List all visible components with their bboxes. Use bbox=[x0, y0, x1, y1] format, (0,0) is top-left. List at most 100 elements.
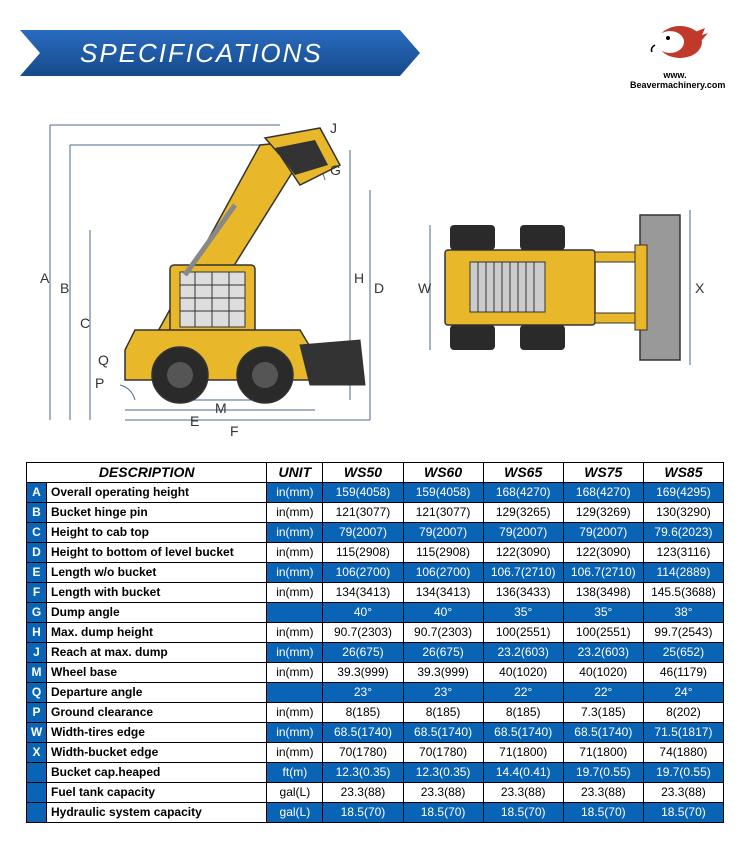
dim-label-p: P bbox=[95, 375, 104, 391]
row-value: 39.3(999) bbox=[403, 663, 483, 683]
row-value: 8(185) bbox=[403, 703, 483, 723]
row-value: 134(3413) bbox=[323, 583, 403, 603]
row-value: 23.3(88) bbox=[323, 783, 403, 803]
row-value: 35° bbox=[483, 603, 563, 623]
row-value: 100(2551) bbox=[563, 623, 643, 643]
logo-url-text: www.Beavermachinery.com bbox=[630, 70, 720, 90]
row-letter: C bbox=[27, 523, 47, 543]
row-value: 123(3116) bbox=[643, 543, 723, 563]
row-description: Ground clearance bbox=[47, 703, 267, 723]
row-description: Length w/o bucket bbox=[47, 563, 267, 583]
table-row: Fuel tank capacitygal(L)23.3(88)23.3(88)… bbox=[27, 783, 724, 803]
row-value: 169(4295) bbox=[643, 483, 723, 503]
table-row: CHeight to cab topin(mm)79(2007)79(2007)… bbox=[27, 523, 724, 543]
header-ws60: WS60 bbox=[403, 463, 483, 483]
dim-label-d: D bbox=[374, 280, 384, 296]
row-letter: B bbox=[27, 503, 47, 523]
dim-label-c: C bbox=[80, 315, 90, 331]
row-value: 106(2700) bbox=[403, 563, 483, 583]
row-letter: D bbox=[27, 543, 47, 563]
row-letter: G bbox=[27, 603, 47, 623]
row-value: 40° bbox=[323, 603, 403, 623]
header-banner: SPECIFICATIONS bbox=[20, 30, 420, 76]
header-ws50: WS50 bbox=[323, 463, 403, 483]
row-value: 121(3077) bbox=[403, 503, 483, 523]
header-description: DESCRIPTION bbox=[27, 463, 267, 483]
row-value: 106.7(2710) bbox=[563, 563, 643, 583]
row-letter: A bbox=[27, 483, 47, 503]
row-value: 79.6(2023) bbox=[643, 523, 723, 543]
row-unit: gal(L) bbox=[267, 783, 323, 803]
row-value: 70(1780) bbox=[323, 743, 403, 763]
row-letter bbox=[27, 803, 47, 823]
row-letter: X bbox=[27, 743, 47, 763]
row-value: 130(3290) bbox=[643, 503, 723, 523]
row-value: 14.4(0.41) bbox=[483, 763, 563, 783]
row-unit: in(mm) bbox=[267, 723, 323, 743]
row-value: 23.3(88) bbox=[483, 783, 563, 803]
table-row: XWidth-bucket edgein(mm)70(1780)70(1780)… bbox=[27, 743, 724, 763]
dim-label-h: H bbox=[354, 270, 364, 286]
row-value: 23° bbox=[403, 683, 483, 703]
row-description: Width-tires edge bbox=[47, 723, 267, 743]
row-value: 136(3433) bbox=[483, 583, 563, 603]
row-value: 122(3090) bbox=[483, 543, 563, 563]
row-value: 26(675) bbox=[323, 643, 403, 663]
row-value: 68.5(1740) bbox=[563, 723, 643, 743]
row-description: Reach at max. dump bbox=[47, 643, 267, 663]
row-value: 79(2007) bbox=[483, 523, 563, 543]
row-value: 46(1179) bbox=[643, 663, 723, 683]
row-value: 121(3077) bbox=[323, 503, 403, 523]
table-row: AOverall operating heightin(mm)159(4058)… bbox=[27, 483, 724, 503]
row-unit: in(mm) bbox=[267, 583, 323, 603]
row-unit: ft(m) bbox=[267, 763, 323, 783]
row-letter: H bbox=[27, 623, 47, 643]
row-value: 134(3413) bbox=[403, 583, 483, 603]
row-value: 159(4058) bbox=[323, 483, 403, 503]
row-unit bbox=[267, 603, 323, 623]
row-value: 79(2007) bbox=[403, 523, 483, 543]
row-description: Length with bucket bbox=[47, 583, 267, 603]
row-value: 159(4058) bbox=[403, 483, 483, 503]
table-row: Bucket cap.heapedft(m)12.3(0.35)12.3(0.3… bbox=[27, 763, 724, 783]
row-description: Height to bottom of level bucket bbox=[47, 543, 267, 563]
row-value: 122(3090) bbox=[563, 543, 643, 563]
row-value: 71(1800) bbox=[483, 743, 563, 763]
row-letter: J bbox=[27, 643, 47, 663]
row-value: 8(202) bbox=[643, 703, 723, 723]
top-view bbox=[430, 210, 690, 365]
row-unit: in(mm) bbox=[267, 703, 323, 723]
row-value: 40(1020) bbox=[483, 663, 563, 683]
row-value: 68.5(1740) bbox=[323, 723, 403, 743]
table-row: GDump angle40°40°35°35°38° bbox=[27, 603, 724, 623]
page-title: SPECIFICATIONS bbox=[80, 38, 323, 69]
row-unit: gal(L) bbox=[267, 803, 323, 823]
row-value: 7.3(185) bbox=[563, 703, 643, 723]
header-ws75: WS75 bbox=[563, 463, 643, 483]
row-unit: in(mm) bbox=[267, 503, 323, 523]
dim-label-m: M bbox=[215, 400, 227, 416]
header-unit: UNIT bbox=[267, 463, 323, 483]
header-ws65: WS65 bbox=[483, 463, 563, 483]
row-value: 23.3(88) bbox=[403, 783, 483, 803]
row-value: 22° bbox=[563, 683, 643, 703]
table-row: DHeight to bottom of level bucketin(mm)1… bbox=[27, 543, 724, 563]
row-value: 79(2007) bbox=[323, 523, 403, 543]
row-value: 129(3269) bbox=[563, 503, 643, 523]
row-description: Height to cab top bbox=[47, 523, 267, 543]
row-value: 168(4270) bbox=[483, 483, 563, 503]
row-letter bbox=[27, 783, 47, 803]
row-description: Width-bucket edge bbox=[47, 743, 267, 763]
table-row: HMax. dump heightin(mm)90.7(2303)90.7(23… bbox=[27, 623, 724, 643]
row-value: 8(185) bbox=[323, 703, 403, 723]
row-value: 115(2908) bbox=[403, 543, 483, 563]
dim-label-w: W bbox=[418, 280, 431, 296]
row-value: 90.7(2303) bbox=[323, 623, 403, 643]
row-value: 23° bbox=[323, 683, 403, 703]
dimensions-diagram: A B C D E F G H J M P Q W X bbox=[40, 120, 710, 440]
dim-label-b: B bbox=[60, 280, 69, 296]
row-value: 100(2551) bbox=[483, 623, 563, 643]
row-value: 38° bbox=[643, 603, 723, 623]
spec-table-header: DESCRIPTION UNIT WS50 WS60 WS65 WS75 WS8… bbox=[27, 463, 724, 483]
table-row: JReach at max. dumpin(mm)26(675)26(675)2… bbox=[27, 643, 724, 663]
